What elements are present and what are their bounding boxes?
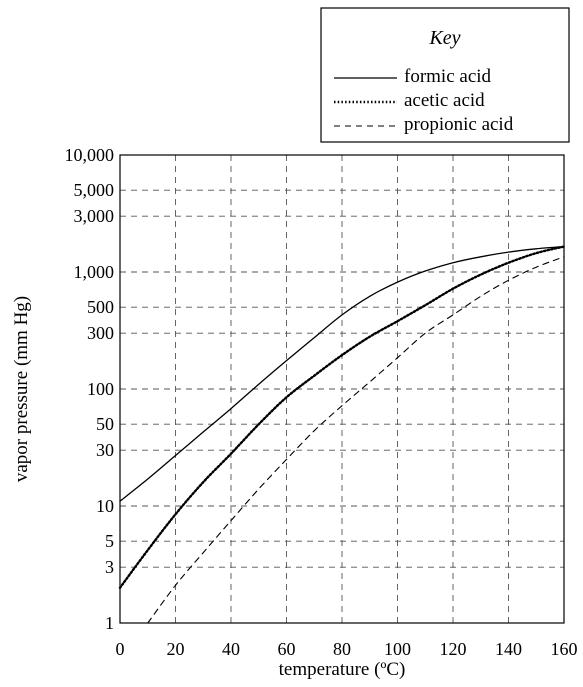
- y-tick-label: 5: [105, 531, 114, 551]
- x-tick-label: 140: [495, 639, 522, 659]
- y-tick-label: 10: [96, 496, 114, 516]
- y-tick-label: 3,000: [74, 206, 115, 226]
- y-tick-label: 5,000: [74, 180, 115, 200]
- y-tick-label: 100: [87, 379, 114, 399]
- y-tick-label: 30: [96, 440, 114, 460]
- series-line-acetic-acid: [118, 245, 566, 589]
- x-tick-label: 0: [116, 639, 125, 659]
- legend-label-acetic-acid: acetic acid: [404, 90, 485, 111]
- legend-label-formic-acid: formic acid: [404, 66, 492, 87]
- y-tick-label: 50: [96, 414, 114, 434]
- x-tick-label: 60: [278, 639, 296, 659]
- x-tick-label: 80: [333, 639, 351, 659]
- y-tick-label: 3: [105, 557, 114, 577]
- legend-box: [320, 7, 570, 143]
- x-tick-label: 40: [222, 639, 240, 659]
- series-line-formic-acid: [119, 245, 565, 502]
- y-tick-label: 10,000: [65, 145, 115, 165]
- y-tick-label: 300: [87, 323, 114, 343]
- x-axis-ticks: 0 20 40 60 80 100 120 140 160: [116, 639, 578, 659]
- legend-title: Key: [428, 27, 460, 49]
- series-lines: [118, 245, 566, 624]
- x-tick-label: 20: [167, 639, 185, 659]
- legend: Key formic acid acetic acid propionic ac…: [320, 7, 570, 143]
- y-tick-label: 500: [87, 297, 114, 317]
- series-line-propionic-acid: [147, 256, 565, 624]
- y-axis-label: vapor pressure (mm Hg): [11, 296, 32, 482]
- x-tick-label: 120: [440, 639, 467, 659]
- y-axis-ticks: 1 3 5 10 30 50 100 300 500 1,000 3,000 5,000 10,000: [65, 145, 115, 633]
- plot-frame: [119, 154, 565, 624]
- x-tick-label: 100: [384, 639, 411, 659]
- y-tick-label: 1: [105, 613, 114, 633]
- y-tick-label: 1,000: [74, 262, 115, 282]
- legend-label-propionic-acid: propionic acid: [404, 114, 514, 135]
- x-tick-label: 160: [551, 639, 578, 659]
- x-axis-label: temperature (ºC): [279, 659, 406, 680]
- grid-lines: [120, 155, 564, 623]
